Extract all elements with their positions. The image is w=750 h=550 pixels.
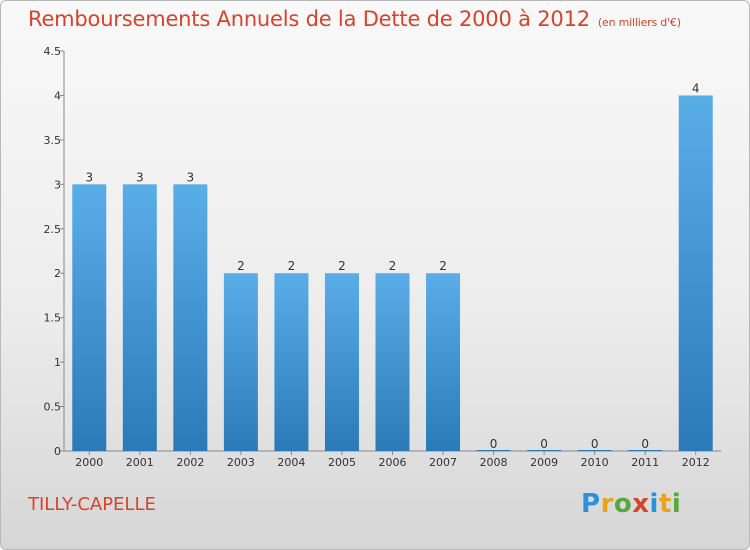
data-label: 0 [641, 437, 649, 451]
y-tick-label: 0.5 [44, 401, 62, 414]
y-tick-label: 1 [54, 356, 61, 369]
x-tick-label: 2003 [227, 456, 255, 469]
bar [274, 273, 309, 451]
chart-title: Remboursements Annuels de la Dette de 20… [28, 7, 681, 31]
x-tick-label: 2001 [126, 456, 154, 469]
data-label: 3 [85, 170, 93, 184]
x-tick-label: 2007 [429, 456, 457, 469]
bar [678, 95, 713, 451]
data-label: 2 [237, 259, 245, 273]
data-label: 3 [136, 170, 144, 184]
logo-letter: P [581, 489, 601, 519]
x-tick-label: 2002 [176, 456, 204, 469]
y-tick-label: 2 [54, 267, 61, 280]
data-label: 2 [389, 259, 397, 273]
place-name: TILLY-CAPELLE [28, 494, 156, 515]
data-label: 2 [439, 259, 447, 273]
x-tick-label: 2011 [631, 456, 659, 469]
logo-letter: x [632, 489, 650, 519]
y-tick-label: 0 [54, 445, 61, 458]
data-label: 0 [540, 437, 548, 451]
bar [122, 184, 157, 452]
y-tick-label: 4 [54, 89, 61, 102]
logo-letter: r [600, 489, 614, 519]
x-tick-label: 2000 [75, 456, 103, 469]
bar [223, 273, 258, 451]
logo-letter: o [613, 489, 633, 519]
x-tick-label: 2008 [480, 456, 508, 469]
bar [375, 273, 410, 451]
y-tick-label: 3 [54, 178, 61, 191]
x-tick-label: 2012 [682, 456, 710, 469]
bar [324, 273, 359, 451]
x-tick-label: 2009 [530, 456, 558, 469]
y-tick-label: 2.5 [44, 223, 62, 236]
unit-note: (en milliers d'€) [597, 16, 681, 29]
x-tick-label: 2006 [379, 456, 407, 469]
logo-letter: t [658, 489, 672, 519]
chart-title-text: Remboursements Annuels de la Dette de 20… [28, 7, 590, 31]
bar [72, 184, 107, 452]
bar [426, 273, 461, 451]
data-label: 4 [692, 81, 700, 95]
data-label: 2 [288, 259, 296, 273]
y-tick-label: 3.5 [44, 134, 62, 147]
data-label: 0 [490, 437, 498, 451]
logo-letter: i [649, 489, 659, 519]
proxiti-logo: Proxiti [581, 489, 681, 519]
logo-letter: i [671, 489, 682, 519]
bar [173, 184, 208, 452]
data-label: 3 [187, 170, 195, 184]
data-label: 0 [591, 437, 599, 451]
x-tick-label: 2005 [328, 456, 356, 469]
data-label: 2 [338, 259, 346, 273]
x-tick-label: 2010 [581, 456, 609, 469]
y-tick-label: 4.5 [44, 45, 62, 58]
x-tick-label: 2004 [277, 456, 305, 469]
y-tick-label: 1.5 [44, 312, 62, 325]
